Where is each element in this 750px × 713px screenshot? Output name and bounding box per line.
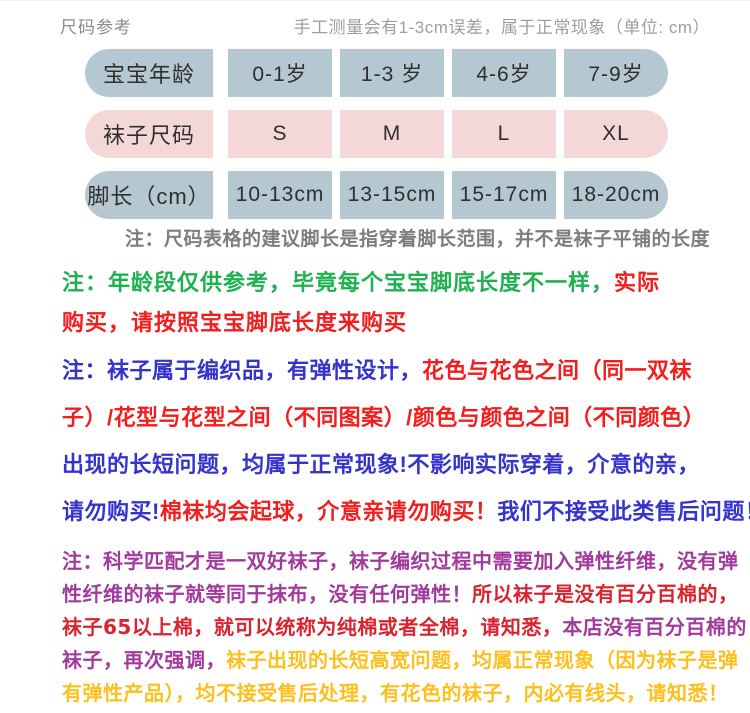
size-table: 宝宝年龄 0-1岁 1-3 岁 4-6岁 7-9岁 袜子尺码 S M L XL … [85, 49, 668, 219]
table-footnote: 注：尺码表格的建议脚长是指穿着脚长范围，并不是袜子平铺的长度 [124, 229, 710, 250]
note-text: 注：年龄段仅供参考，毕竟每个宝宝脚底长度不一样， [62, 270, 615, 295]
row-label-footlength: 脚长（cm） [85, 171, 213, 219]
row-label-age: 宝宝年龄 [85, 49, 213, 97]
note-text: 请勿购买! [62, 499, 160, 524]
note-line: 注：年龄段仅供参考，毕竟每个宝宝脚底长度不一样，实际 [62, 263, 710, 303]
footlength-cell: 15-17cm [452, 171, 556, 219]
section-title: 尺码参考 [60, 18, 132, 37]
note-line: 袜子，再次强调，袜子出现的长短高宽问题，均属正常现象（因为袜子是弹 [62, 644, 738, 677]
footlength-cell: 13-15cm [340, 171, 444, 219]
note-text: 所以袜子是没有百分百棉的， [472, 582, 739, 606]
note-line: 子）/花型与花型之间（不同图案）/颜色与颜色之间（不同颜色） [62, 394, 710, 441]
note-text: 购买，请按照宝宝脚底长度来购买 [62, 310, 408, 335]
age-cell: 0-1岁 [228, 49, 332, 97]
age-cell: 4-6岁 [452, 49, 556, 97]
note-age-reference: 注：年龄段仅供参考，毕竟每个宝宝脚底长度不一样，实际 购买，请按照宝宝脚底长度来… [62, 263, 710, 343]
note-line: 性纤维的袜子就等同于抹布，没有任何弹性！所以袜子是没有百分百棉的， [62, 578, 738, 611]
note-text: 子）/花型与花型之间（不同图案）/颜色与颜色之间（不同颜色） [62, 405, 706, 430]
row-label-size: 袜子尺码 [85, 110, 213, 158]
table-row-size: 袜子尺码 S M L XL [85, 110, 668, 158]
footlength-cell: 10-13cm [228, 171, 332, 219]
note-line: 购买，请按照宝宝脚底长度来购买 [62, 303, 710, 343]
note-text: 袜子65以上棉，就可以统称为纯棉或者全棉，请知悉， [62, 615, 563, 639]
note-text: 注：科学匹配才是一双好袜子，袜子编织过程中需要加入弹性纤维，没有弹 [62, 549, 739, 573]
note-text: 实际 [614, 270, 661, 295]
table-row-footlength: 脚长（cm） 10-13cm 13-15cm 15-17cm 18-20cm [85, 171, 668, 219]
note-text: 性纤维的袜子就等同于抹布，没有任何弹性！ [62, 582, 472, 606]
note-text: 我们不接受此类售后问题！ [497, 499, 750, 524]
note-text: 棉袜均会起球，介意亲请勿购买！ [159, 499, 498, 524]
note-text: 本店没有百分百棉的 [562, 615, 747, 639]
note-line: 出现的长短问题，均属于正常现象!不影响实际穿着，介意的亲， [62, 441, 710, 488]
header: 尺码参考 手工测量会有1-3cm误差，属于正常现象（单位: cm） [0, 1, 750, 38]
note-text: 出现的长短问题，均属于正常现象!不影响实际穿着，介意的亲， [62, 452, 700, 477]
note-text: 袜子，再次强调， [62, 648, 226, 672]
note-line: 请勿购买!棉袜均会起球，介意亲请勿购买！我们不接受此类售后问题！ [62, 488, 750, 535]
note-line: 有弹性产品），均不接受售后处理，有花色的袜子，内必有线头，请知悉！ [62, 677, 728, 710]
age-cell: 7-9岁 [564, 49, 668, 97]
note-text: 袜子出现的长短高宽问题，均属正常现象（因为袜子是弹 [226, 648, 739, 672]
size-cell: XL [564, 110, 668, 158]
note-cotton-content: 注：科学匹配才是一双好袜子，袜子编织过程中需要加入弹性纤维，没有弹 性纤维的袜子… [62, 545, 746, 710]
note-line: 注：科学匹配才是一双好袜子，袜子编织过程中需要加入弹性纤维，没有弹 [62, 545, 738, 578]
note-text: 注：袜子属于编织品，有弹性设计， [62, 358, 423, 383]
note-line: 注：袜子属于编织品，有弹性设计，花色与花色之间（同一双袜 [62, 347, 710, 394]
measurement-disclaimer: 手工测量会有1-3cm误差，属于正常现象（单位: cm） [293, 18, 710, 37]
table-row-age: 宝宝年龄 0-1岁 1-3 岁 4-6岁 7-9岁 [85, 49, 668, 97]
note-line: 袜子65以上棉，就可以统称为纯棉或者全棉，请知悉，本店没有百分百棉的 [62, 611, 746, 644]
note-knit-elasticity: 注：袜子属于编织品，有弹性设计，花色与花色之间（同一双袜 子）/花型与花型之间（… [62, 347, 750, 535]
notes-area: 注：年龄段仅供参考，毕竟每个宝宝脚底长度不一样，实际 购买，请按照宝宝脚底长度来… [0, 263, 750, 710]
size-cell: S [228, 110, 332, 158]
note-text: 有弹性产品），均不接受售后处理，有花色的袜子，内必有线头，请知悉！ [62, 681, 729, 705]
size-cell: M [340, 110, 444, 158]
footlength-cell: 18-20cm [564, 171, 668, 219]
note-text: 花色与花色之间（同一双袜 [422, 358, 693, 383]
age-cell: 1-3 岁 [340, 49, 444, 97]
size-cell: L [452, 110, 556, 158]
